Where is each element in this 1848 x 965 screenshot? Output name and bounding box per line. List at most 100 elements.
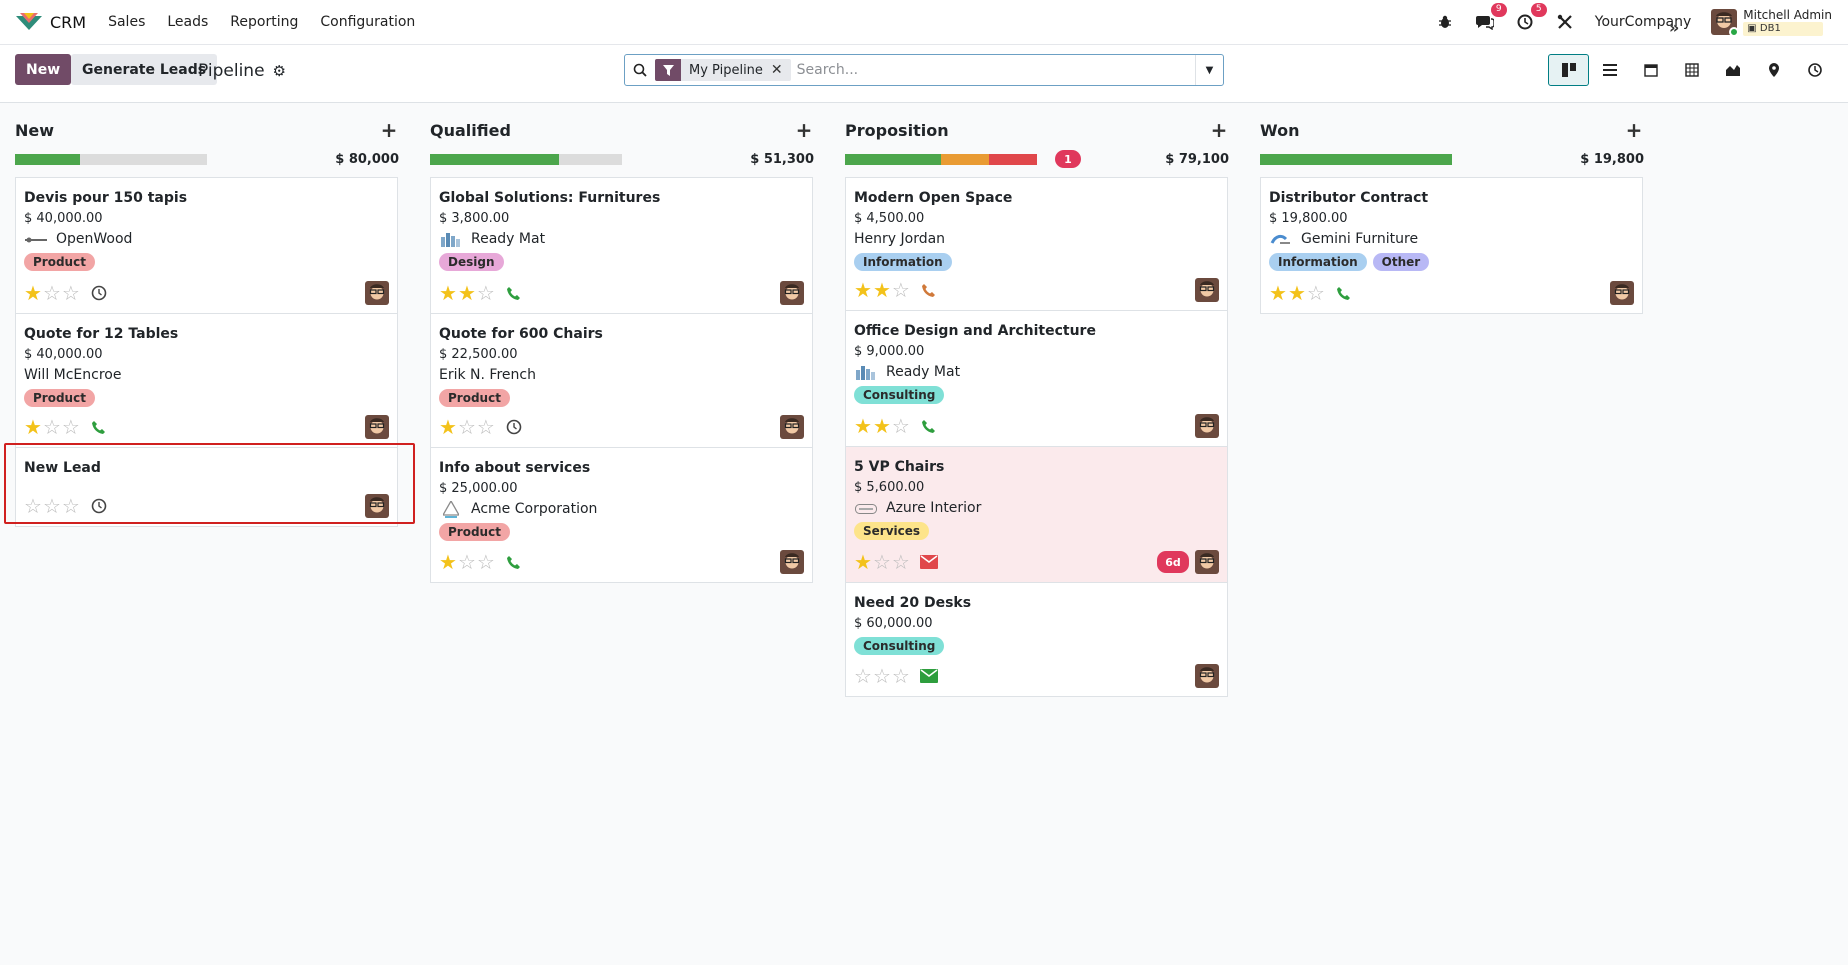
messages-icon[interactable]: 9 bbox=[1475, 3, 1507, 32]
star-icon[interactable]: ★ bbox=[1287, 281, 1306, 305]
salesperson-avatar[interactable] bbox=[1195, 550, 1219, 574]
gear-icon[interactable]: ⚙ bbox=[272, 62, 286, 80]
progress-segment[interactable] bbox=[941, 153, 989, 165]
lead-card[interactable]: Quote for 12 Tables $ 40,000.00 Will McEnc… bbox=[15, 313, 398, 448]
star-icon[interactable]: ★ bbox=[872, 414, 891, 438]
kanban-view-icon[interactable] bbox=[1548, 54, 1589, 86]
activities-clock-icon[interactable]: 5 bbox=[1515, 3, 1547, 32]
star-icon[interactable]: ☆ bbox=[872, 664, 891, 688]
progress-segment[interactable] bbox=[1260, 153, 1452, 165]
star-icon[interactable]: ☆ bbox=[61, 281, 80, 305]
phone-icon[interactable] bbox=[505, 284, 523, 302]
progress-bar[interactable] bbox=[15, 153, 207, 165]
star-icon[interactable]: ★ bbox=[24, 281, 42, 305]
star-icon[interactable]: ☆ bbox=[61, 494, 80, 518]
new-button[interactable]: New bbox=[15, 54, 72, 85]
graph-view-icon[interactable] bbox=[1712, 54, 1753, 86]
add-card-icon[interactable]: + bbox=[380, 118, 398, 142]
phone-orange-icon[interactable] bbox=[920, 281, 938, 299]
star-icon[interactable]: ★ bbox=[24, 415, 42, 439]
lead-card[interactable]: Info about services $ 25,000.00 Acme Corpo… bbox=[430, 447, 813, 583]
clock-icon[interactable] bbox=[90, 284, 108, 302]
star-icon[interactable]: ★ bbox=[872, 278, 891, 302]
bug-icon[interactable] bbox=[1435, 12, 1455, 32]
star-icon[interactable]: ★ bbox=[1269, 281, 1287, 305]
map-view-icon[interactable] bbox=[1753, 54, 1794, 86]
menu-reporting[interactable]: Reporting bbox=[230, 14, 299, 30]
close-icon[interactable]: ✕ bbox=[770, 62, 783, 78]
progress-segment[interactable] bbox=[989, 153, 1037, 165]
star-icon[interactable]: ☆ bbox=[42, 281, 61, 305]
salesperson-avatar[interactable] bbox=[365, 415, 389, 439]
star-icon[interactable]: ☆ bbox=[24, 494, 42, 518]
star-icon[interactable]: ☆ bbox=[457, 550, 476, 574]
star-icon[interactable]: ☆ bbox=[457, 415, 476, 439]
star-icon[interactable]: ★ bbox=[457, 281, 476, 305]
add-card-icon[interactable]: + bbox=[1625, 118, 1643, 142]
salesperson-avatar[interactable] bbox=[1195, 664, 1219, 688]
column-header[interactable]: Qualified + bbox=[430, 118, 814, 142]
menu-sales[interactable]: Sales bbox=[108, 14, 146, 30]
chevron-down-icon[interactable]: ▼ bbox=[1195, 55, 1223, 85]
salesperson-avatar[interactable] bbox=[1195, 414, 1219, 438]
star-icon[interactable]: ★ bbox=[854, 414, 872, 438]
column-header[interactable]: New + bbox=[15, 118, 399, 142]
add-card-icon[interactable]: + bbox=[795, 118, 813, 142]
clock-icon[interactable] bbox=[90, 497, 108, 515]
star-icon[interactable]: ☆ bbox=[476, 281, 495, 305]
star-icon[interactable]: ☆ bbox=[891, 278, 910, 302]
user-menu[interactable]: Mitchell Admin ▣ DB1 bbox=[1711, 8, 1832, 37]
lead-card[interactable]: Global Solutions: Furnitures $ 3,800.00 Re… bbox=[430, 177, 813, 314]
phone-icon[interactable] bbox=[90, 418, 108, 436]
column-header[interactable]: Proposition + bbox=[845, 118, 1229, 142]
phone-icon[interactable] bbox=[920, 417, 938, 435]
star-icon[interactable]: ☆ bbox=[891, 414, 910, 438]
lead-card[interactable]: 5 VP Chairs $ 5,600.00 Azure Interior Servi… bbox=[845, 446, 1228, 583]
star-icon[interactable]: ☆ bbox=[476, 550, 495, 574]
lead-card[interactable]: Devis pour 150 tapis $ 40,000.00 OpenWood P… bbox=[15, 177, 398, 314]
progress-bar[interactable] bbox=[845, 153, 1037, 165]
menu-configuration[interactable]: Configuration bbox=[320, 14, 416, 30]
star-icon[interactable]: ☆ bbox=[61, 415, 80, 439]
company-switcher[interactable]: YourCompany bbox=[1594, 14, 1692, 30]
lead-card[interactable]: Office Design and Architecture $ 9,000.00… bbox=[845, 310, 1228, 447]
star-icon[interactable]: ☆ bbox=[891, 664, 910, 688]
lead-card[interactable]: Modern Open Space $ 4,500.00 Henry Jordan I… bbox=[845, 177, 1228, 311]
add-card-icon[interactable]: + bbox=[1210, 118, 1228, 142]
generate-leads-button[interactable]: Generate Leads bbox=[71, 54, 218, 85]
star-icon[interactable]: ☆ bbox=[42, 494, 61, 518]
pivot-view-icon[interactable] bbox=[1671, 54, 1712, 86]
lead-card[interactable]: Quote for 600 Chairs $ 22,500.00 Erik N. F… bbox=[430, 313, 813, 448]
star-icon[interactable]: ★ bbox=[439, 281, 457, 305]
clock-icon[interactable] bbox=[505, 418, 523, 436]
search-input[interactable] bbox=[796, 62, 1195, 78]
salesperson-avatar[interactable] bbox=[1195, 278, 1219, 302]
phone-icon[interactable] bbox=[1335, 284, 1353, 302]
salesperson-avatar[interactable] bbox=[780, 550, 804, 574]
crm-app-icon[interactable] bbox=[16, 13, 42, 31]
salesperson-avatar[interactable] bbox=[780, 281, 804, 305]
lead-card[interactable]: New Lead ☆ ☆ ☆ bbox=[15, 447, 398, 527]
star-icon[interactable]: ☆ bbox=[42, 415, 61, 439]
star-icon[interactable]: ☆ bbox=[1306, 281, 1325, 305]
progress-segment[interactable] bbox=[430, 153, 559, 165]
star-icon[interactable]: ☆ bbox=[476, 415, 495, 439]
progress-segment[interactable] bbox=[845, 153, 941, 165]
app-name[interactable]: CRM bbox=[50, 12, 87, 32]
search-icon[interactable] bbox=[625, 63, 655, 77]
star-icon[interactable]: ☆ bbox=[854, 664, 872, 688]
phone-icon[interactable] bbox=[505, 553, 523, 571]
star-icon[interactable]: ☆ bbox=[872, 550, 891, 574]
menu-leads[interactable]: Leads bbox=[167, 14, 209, 30]
column-header[interactable]: Won + bbox=[1260, 118, 1644, 142]
activity-view-icon[interactable] bbox=[1794, 54, 1835, 86]
star-icon[interactable]: ★ bbox=[439, 415, 457, 439]
salesperson-avatar[interactable] bbox=[365, 281, 389, 305]
salesperson-avatar[interactable] bbox=[780, 415, 804, 439]
lead-card[interactable]: Need 20 Desks $ 60,000.00 Consulting ☆ ☆ ☆ bbox=[845, 582, 1228, 697]
star-icon[interactable]: ★ bbox=[854, 278, 872, 302]
progress-bar[interactable] bbox=[1260, 153, 1452, 165]
salesperson-avatar[interactable] bbox=[1610, 281, 1634, 305]
star-icon[interactable]: ★ bbox=[439, 550, 457, 574]
calendar-view-icon[interactable] bbox=[1630, 54, 1671, 86]
